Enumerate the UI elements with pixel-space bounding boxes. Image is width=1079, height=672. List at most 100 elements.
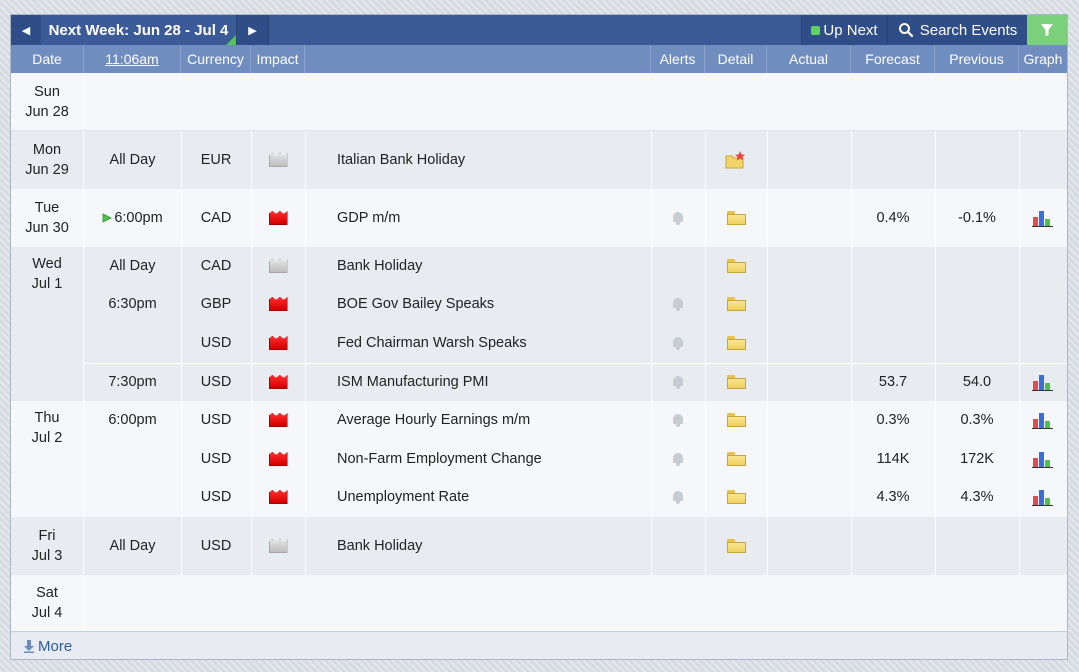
chevron-left-icon: ◀ <box>21 24 31 37</box>
folder-icon[interactable] <box>705 527 767 565</box>
event-title[interactable]: GDP m/m <box>337 210 401 226</box>
day-date: Jul 2 <box>31 430 63 446</box>
next-week-button[interactable]: ▶ <box>237 15 269 45</box>
footer-bar: More <box>11 631 1067 659</box>
current-time-link[interactable]: 11:06am <box>84 45 181 73</box>
day-of-week: Tue <box>34 200 60 216</box>
column-forecast: Forecast <box>851 45 935 73</box>
folder-icon[interactable] <box>705 478 767 516</box>
bell-icon[interactable] <box>651 285 705 323</box>
graph-icon[interactable] <box>1019 478 1067 516</box>
search-events-button[interactable]: Search Events <box>887 15 1027 45</box>
detail-folder-new-icon[interactable] <box>705 141 767 179</box>
day-row-tue: Tue Jun 30 6:00pm CAD GDP m/m 0.4% -0.1% <box>11 189 1067 247</box>
impact-holiday-icon <box>251 141 305 179</box>
day-label: Wed Jul 1 <box>11 247 84 401</box>
event-previous: -0.1% <box>958 210 996 226</box>
selected-corner-indicator <box>226 35 236 45</box>
event-forecast: 114K <box>876 451 910 467</box>
day-of-week: Thu <box>34 410 60 426</box>
day-label: Thu Jul 2 <box>11 401 84 517</box>
day-of-week: Wed <box>32 256 62 272</box>
column-event <box>305 45 651 73</box>
column-separator <box>251 131 252 575</box>
event-currency: USD <box>200 374 232 390</box>
event-currency: USD <box>200 538 232 554</box>
bell-icon[interactable] <box>651 324 705 362</box>
calendar-widget: ◀ Next Week: Jun 28 - Jul 4 ▶ Up Next Se… <box>10 14 1068 660</box>
folder-icon[interactable] <box>705 363 767 401</box>
event-time: All Day <box>109 538 156 554</box>
day-of-week: Sat <box>36 585 58 601</box>
bell-icon[interactable] <box>651 440 705 478</box>
column-separator <box>651 131 652 575</box>
graph-icon[interactable] <box>1019 363 1067 401</box>
event-time-cell: 6:00pm <box>84 199 181 237</box>
event-forecast: 4.3% <box>876 489 910 505</box>
event-time: 6:00pm <box>108 412 157 428</box>
event-title[interactable]: Unemployment Rate <box>337 489 470 505</box>
day-date: Jul 4 <box>31 605 63 621</box>
event-currency: GBP <box>200 296 232 312</box>
week-title: Next Week: Jun 28 - Jul 4 <box>48 21 229 39</box>
event-time <box>84 324 181 362</box>
column-date: Date <box>11 45 84 73</box>
event-currency: EUR <box>200 152 232 168</box>
chevron-right-icon: ▶ <box>248 24 257 37</box>
event-previous: 54.0 <box>962 374 992 390</box>
bell-icon[interactable] <box>651 199 705 237</box>
column-actual: Actual <box>767 45 851 73</box>
day-row-sun: Sun Jun 28 <box>11 73 1067 131</box>
event-time: 7:30pm <box>108 374 157 390</box>
download-arrow-icon <box>24 640 34 653</box>
search-icon <box>898 23 913 38</box>
event-time: 6:30pm <box>108 296 157 312</box>
column-separator <box>705 131 706 575</box>
event-title[interactable]: Bank Holiday <box>337 258 423 274</box>
play-icon <box>811 25 821 35</box>
column-separator <box>1019 131 1020 575</box>
column-previous: Previous <box>935 45 1019 73</box>
more-label: More <box>38 637 73 655</box>
event-title[interactable]: Bank Holiday <box>337 538 423 554</box>
up-next-label: Up Next <box>823 21 878 39</box>
event-title[interactable]: Italian Bank Holiday <box>337 152 466 168</box>
day-date: Jun 28 <box>25 103 69 120</box>
up-next-button[interactable]: Up Next <box>801 15 887 45</box>
more-link[interactable]: More <box>23 638 72 655</box>
impact-high-icon <box>251 324 305 362</box>
bell-icon[interactable] <box>651 401 705 439</box>
event-title[interactable]: ISM Manufacturing PMI <box>337 374 489 390</box>
folder-icon[interactable] <box>705 324 767 362</box>
day-row-sat: Sat Jul 4 <box>11 575 1067 631</box>
event-previous: 172K <box>960 451 994 467</box>
folder-icon[interactable] <box>705 199 767 237</box>
up-next-indicator-icon <box>102 213 113 223</box>
folder-icon[interactable] <box>705 401 767 439</box>
day-label: Sat Jul 4 <box>11 575 84 631</box>
impact-high-icon <box>251 440 305 478</box>
bell-icon[interactable] <box>651 478 705 516</box>
graph-icon[interactable] <box>1019 440 1067 478</box>
event-currency: CAD <box>200 210 232 226</box>
folder-icon[interactable] <box>705 285 767 323</box>
graph-icon[interactable] <box>1019 199 1067 237</box>
day-date: Jun 29 <box>25 162 69 178</box>
prev-week-button[interactable]: ◀ <box>11 15 42 45</box>
event-title[interactable]: Fed Chairman Warsh Speaks <box>337 335 527 351</box>
column-separator <box>181 131 182 575</box>
column-currency: Currency <box>181 45 251 73</box>
event-currency: CAD <box>200 258 232 274</box>
graph-icon[interactable] <box>1019 401 1067 439</box>
event-title[interactable]: Non-Farm Employment Change <box>337 451 542 467</box>
week-title-button[interactable]: Next Week: Jun 28 - Jul 4 <box>41 15 237 45</box>
row-divider <box>84 363 1067 364</box>
folder-icon[interactable] <box>705 247 767 285</box>
folder-icon[interactable] <box>705 440 767 478</box>
event-title[interactable]: Average Hourly Earnings m/m <box>337 412 531 428</box>
bell-icon[interactable] <box>651 363 705 401</box>
column-header-row: Date 11:06am Currency Impact Alerts Deta… <box>11 45 1067 73</box>
day-label: Mon Jun 29 <box>11 131 84 189</box>
filter-button[interactable] <box>1027 15 1067 45</box>
event-title[interactable]: BOE Gov Bailey Speaks <box>337 296 495 312</box>
